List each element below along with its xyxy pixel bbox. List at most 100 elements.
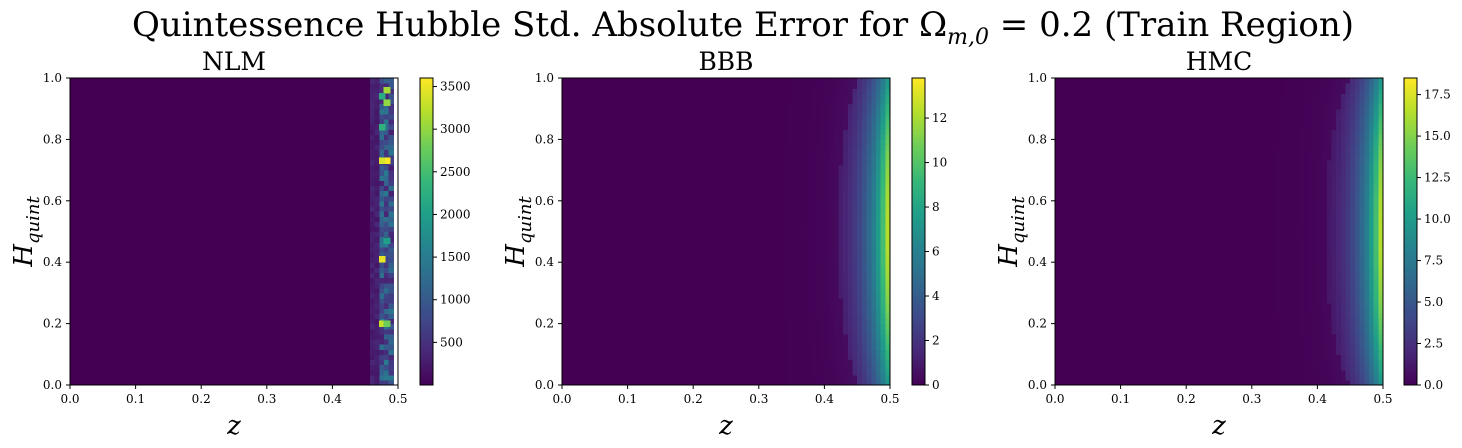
- hotspot-cell: [378, 93, 386, 100]
- panel-title: BBB: [698, 47, 753, 76]
- colorbar: [1404, 78, 1417, 386]
- heatmap-cells: [562, 78, 891, 386]
- x-tick-label: 0.1: [126, 392, 145, 406]
- y-tick-label: 1.0: [43, 71, 62, 85]
- y-axis-label: Hquint: [9, 196, 44, 268]
- x-tick-label: 0.0: [552, 392, 571, 406]
- colorbar-tick-label: 3000: [440, 122, 471, 136]
- x-tick-label: 0.1: [1111, 392, 1130, 406]
- colorbar-frame: [911, 77, 926, 386]
- y-axis-label: Hquint: [994, 196, 1029, 268]
- y-tick-label: 0.6: [43, 194, 62, 208]
- colorbar-tick-label: 7.5: [1424, 254, 1443, 268]
- y-tick-label: 0.4: [535, 255, 554, 269]
- x-tick-label: 0.5: [388, 392, 407, 406]
- y-axis-label-sub: quint: [23, 196, 44, 244]
- figure-title-sub: m,0: [947, 25, 989, 50]
- y-axis-label-main: H: [501, 243, 531, 268]
- colorbar-tick-label: 10.0: [1424, 212, 1451, 226]
- y-tick-label: 1.0: [535, 71, 554, 85]
- x-tick-label: 0.3: [1242, 392, 1261, 406]
- y-tick-label: 0.0: [535, 378, 554, 392]
- panel-title: NLM: [202, 47, 266, 76]
- x-tick-label: 0.2: [684, 392, 703, 406]
- colorbar-tick-label: 3500: [440, 80, 471, 94]
- hotspot-cell: [378, 320, 386, 327]
- y-tick-label: 1.0: [1028, 71, 1047, 85]
- y-axis-label-sub: quint: [1008, 196, 1029, 244]
- y-tick-label: 0.4: [43, 255, 62, 269]
- figure-title-main: Quintessence Hubble Std. Absolute Error …: [132, 5, 947, 45]
- x-tick-label: 0.2: [192, 392, 211, 406]
- hotspot-cell: [383, 87, 391, 94]
- axes-frame: [69, 77, 399, 386]
- hotspot-cell: [383, 320, 391, 327]
- panel-nlm: NLM 0.0 0.1 0.2 0.3 0.4 0.5 0.0 0.2 0.4 0.6 0.8 1.0 z…: [9, 47, 471, 441]
- x-tick-label: 0.0: [1045, 392, 1064, 406]
- x-axis-label: z: [226, 411, 241, 441]
- y-axis-label-main: H: [9, 243, 39, 268]
- colorbar-tick-label: 1000: [440, 293, 471, 307]
- colorbar-tick-label: 17.5: [1424, 88, 1451, 102]
- colorbar-tick-label: 15.0: [1424, 129, 1451, 143]
- heatmap-cells: [1055, 78, 1384, 386]
- hotspot-cell: [378, 157, 386, 165]
- panel-hmc: HMC 0.0 0.1 0.2 0.3 0.4 0.5 0.0 0.2 0.4 0.6 0.8 1.0 z…: [994, 47, 1451, 441]
- y-tick-label: 0.0: [43, 378, 62, 392]
- y-axis-label-sub: quint: [515, 196, 536, 244]
- hotspot-cell: [383, 99, 391, 106]
- colorbar: [420, 78, 433, 386]
- colorbar-tick-label: 0: [932, 378, 940, 392]
- hotspot-cell: [383, 237, 391, 244]
- hotspot-cell: [378, 255, 386, 263]
- colorbar-frame: [419, 77, 434, 386]
- colorbar-tick-label: 10: [932, 156, 947, 170]
- x-tick-label: 0.4: [323, 392, 342, 406]
- y-tick-label: 0.2: [43, 317, 62, 331]
- colorbar-tick-label: 2.5: [1424, 337, 1443, 351]
- colorbar-tick-label: 0.0: [1424, 378, 1443, 392]
- colorbar-frame: [1403, 77, 1418, 386]
- y-tick-label: 0.6: [1028, 194, 1047, 208]
- x-tick-label: 0.5: [880, 392, 899, 406]
- y-tick-label: 0.0: [1028, 378, 1047, 392]
- colorbar-tick-label: 2000: [440, 207, 471, 221]
- x-tick-label: 0.1: [618, 392, 637, 406]
- axes-frame: [1054, 77, 1384, 386]
- figure-title-rest: = 0.2 (Train Region): [989, 5, 1354, 45]
- colorbar-tick-label: 500: [440, 335, 463, 349]
- y-tick-label: 0.2: [535, 317, 554, 331]
- x-tick-label: 0.3: [257, 392, 276, 406]
- panel-title: HMC: [1186, 47, 1253, 76]
- x-tick-label: 0.2: [1177, 392, 1196, 406]
- x-tick-label: 0.4: [815, 392, 834, 406]
- colorbar-tick-label: 4: [932, 289, 940, 303]
- x-tick-label: 0.3: [749, 392, 768, 406]
- colorbar: [912, 78, 925, 386]
- figure-title: Quintessence Hubble Std. Absolute Error …: [132, 5, 1354, 50]
- colorbar-tick-label: 6: [932, 245, 940, 259]
- y-tick-label: 0.4: [1028, 255, 1047, 269]
- heatmap-cells: [70, 78, 394, 386]
- x-tick-label: 0.5: [1373, 392, 1392, 406]
- colorbar-tick-label: 2500: [440, 165, 471, 179]
- y-tick-label: 0.8: [43, 132, 62, 146]
- y-tick-label: 0.8: [1028, 132, 1047, 146]
- y-axis-label: Hquint: [501, 196, 536, 268]
- y-tick-label: 0.6: [535, 194, 554, 208]
- hotspot-cell: [383, 157, 391, 165]
- axes-frame: [561, 77, 891, 386]
- colorbar-tick-label: 8: [932, 200, 940, 214]
- x-axis-label: z: [718, 411, 733, 441]
- colorbar-tick-label: 12: [932, 111, 947, 125]
- colorbar-tick-label: 12.5: [1424, 171, 1451, 185]
- x-tick-label: 0.0: [60, 392, 79, 406]
- y-tick-label: 0.8: [535, 132, 554, 146]
- x-axis-label: z: [1211, 411, 1226, 441]
- y-tick-label: 0.2: [1028, 317, 1047, 331]
- colorbar-tick-label: 2: [932, 334, 940, 348]
- colorbar-tick-label: 5.0: [1424, 295, 1443, 309]
- panel-bbb: BBB 0.0 0.1 0.2 0.3 0.4 0.5 0.0 0.2 0.4 0.6 0.8 1.0 z…: [501, 47, 947, 441]
- x-tick-label: 0.4: [1308, 392, 1327, 406]
